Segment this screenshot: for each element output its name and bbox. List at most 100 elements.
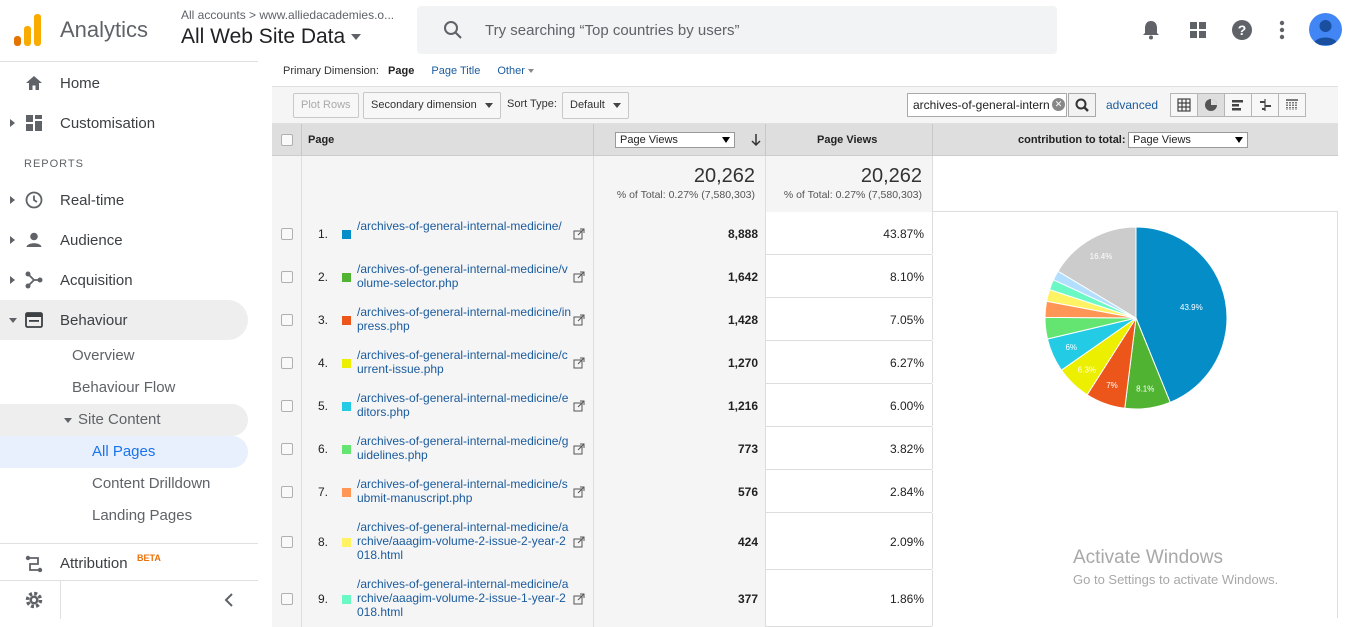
row-metric-cell <box>594 298 765 341</box>
metric-select[interactable]: Page Views <box>615 132 735 148</box>
filter-search-button[interactable] <box>1068 93 1096 117</box>
row-number: 9. <box>317 592 328 606</box>
contribution-label: contribution to total: <box>1018 134 1126 146</box>
sidebar-footer <box>0 580 258 619</box>
comparison-view-button[interactable] <box>1251 93 1279 117</box>
open-external-icon[interactable] <box>573 443 585 455</box>
more-vert-icon[interactable] <box>1268 16 1296 44</box>
bar-chart-icon <box>1232 100 1243 111</box>
column-separator <box>301 384 302 426</box>
row-checkbox[interactable] <box>281 314 293 326</box>
open-external-icon[interactable] <box>573 400 585 412</box>
chevron-right-icon <box>10 119 15 127</box>
term-cloud-view-button[interactable] <box>1278 93 1306 117</box>
chevron-down-icon <box>9 317 17 323</box>
pie-view-button[interactable] <box>1197 93 1225 117</box>
column-separator <box>593 298 594 340</box>
row-number: 3. <box>317 313 328 327</box>
sidebar-item-behaviour[interactable]: Behaviour <box>0 300 248 340</box>
table-view-button[interactable] <box>1170 93 1198 117</box>
sort-descending-icon[interactable] <box>750 133 762 147</box>
advanced-filter-link[interactable]: advanced <box>1106 98 1159 112</box>
column-separator <box>765 212 766 254</box>
column-separator <box>765 255 766 297</box>
primary-dimension-other[interactable]: Other <box>497 65 534 77</box>
primary-dimension-page-title[interactable]: Page Title <box>431 65 481 77</box>
page-link[interactable]: /archives-of-general-internal-medicine/s… <box>357 477 568 505</box>
sidebar-item-audience[interactable]: Audience <box>0 220 258 260</box>
collapse-sidebar-icon[interactable] <box>222 592 236 608</box>
totals-page-cell <box>302 156 593 212</box>
secondary-dimension-dropdown[interactable]: Secondary dimension <box>363 92 501 119</box>
search-icon <box>444 21 462 39</box>
row-number: 8. <box>317 535 328 549</box>
home-icon <box>26 76 42 90</box>
row-checkbox[interactable] <box>281 486 293 498</box>
search-bar[interactable]: Try searching “Top countries by users” <box>417 6 1057 54</box>
column-header-page-views[interactable]: Page Views <box>817 134 878 146</box>
open-external-icon[interactable] <box>573 357 585 369</box>
sidebar-item-attribution[interactable]: Attribution BETA <box>0 543 258 583</box>
notifications-bell-icon[interactable] <box>1137 16 1165 44</box>
primary-dimension-page[interactable]: Page <box>388 65 415 77</box>
account-avatar[interactable] <box>1309 13 1342 46</box>
row-number: 5. <box>317 399 328 413</box>
page-views-value: 377 <box>737 592 758 606</box>
pie-slice-other[interactable] <box>1057 226 1137 319</box>
contribution-metric-select[interactable]: Page Views <box>1128 132 1248 148</box>
gear-icon[interactable] <box>24 590 44 610</box>
column-separator <box>593 427 594 469</box>
sidebar-item-site-content[interactable]: Site Content <box>64 411 161 428</box>
total-page-views-value-2: 20,262 <box>860 165 922 187</box>
open-external-icon[interactable] <box>573 486 585 498</box>
row-checkbox[interactable] <box>281 443 293 455</box>
open-external-icon[interactable] <box>573 271 585 283</box>
performance-view-button[interactable] <box>1224 93 1252 117</box>
sidebar-item-all-pages[interactable]: All Pages <box>92 443 156 460</box>
total-page-views-percent: % of Total: 0.27% (7,580,303) <box>616 189 755 201</box>
page-link[interactable]: /archives-of-general-internal-medicine/a… <box>357 520 569 562</box>
sidebar-item-behaviour-flow[interactable]: Behaviour Flow <box>72 379 176 396</box>
sidebar-item-acquisition[interactable]: Acquisition <box>0 260 258 300</box>
open-external-icon[interactable] <box>573 593 585 605</box>
analytics-logo-icon[interactable] <box>14 14 42 46</box>
page-link[interactable]: /archives-of-general-internal-medicine/a… <box>357 577 569 619</box>
plot-rows-button[interactable]: Plot Rows <box>293 93 359 118</box>
row-checkbox[interactable] <box>281 228 293 240</box>
help-icon[interactable]: ? <box>1228 16 1256 44</box>
page-link[interactable]: /archives-of-general-internal-medicine/e… <box>357 391 569 419</box>
sort-type-dropdown[interactable]: Default <box>562 92 629 119</box>
clear-filter-icon[interactable]: ✕ <box>1052 98 1065 111</box>
apps-grid-icon[interactable] <box>1184 16 1212 44</box>
sidebar-item-realtime[interactable]: Real-time <box>0 180 258 220</box>
column-header-page[interactable]: Page <box>308 134 335 146</box>
open-external-icon[interactable] <box>573 314 585 326</box>
pie-slice-1[interactable] <box>1135 226 1228 403</box>
sidebar-item-label: Attribution <box>60 555 128 572</box>
row-color-swatch <box>342 316 351 325</box>
account-breadcrumb[interactable]: All accounts > www.alliedacademies.o... <box>181 8 395 22</box>
open-external-icon[interactable] <box>573 228 585 240</box>
row-checkbox[interactable] <box>281 400 293 412</box>
row-checkbox[interactable] <box>281 593 293 605</box>
sidebar-item-content-drilldown[interactable]: Content Drilldown <box>92 475 211 492</box>
page-link[interactable]: /archives-of-general-internal-medicine/ <box>357 219 562 233</box>
table-filter-input[interactable]: archives-of-general-intern <box>907 93 1067 117</box>
row-number: 6. <box>317 442 328 456</box>
table-row: 8. /archives-of-general-internal-medicine… <box>272 513 933 570</box>
row-checkbox[interactable] <box>281 271 293 283</box>
page-link[interactable]: /archives-of-general-internal-medicine/g… <box>357 434 569 462</box>
page-link[interactable]: /archives-of-general-internal-medicine/c… <box>357 348 568 376</box>
sidebar-item-overview[interactable]: Overview <box>72 347 135 364</box>
view-selector[interactable]: All Web Site Data <box>181 25 362 49</box>
sidebar-item-landing-pages[interactable]: Landing Pages <box>92 507 193 524</box>
page-link[interactable]: /archives-of-general-internal-medicine/i… <box>357 305 572 333</box>
row-checkbox[interactable] <box>281 357 293 369</box>
row-checkbox[interactable] <box>281 536 293 548</box>
page-link[interactable]: /archives-of-general-internal-medicine/v… <box>357 262 568 290</box>
pie-slice-label: 6% <box>1065 343 1077 352</box>
select-all-checkbox[interactable] <box>281 134 293 146</box>
sidebar-item-home[interactable]: Home <box>0 63 258 103</box>
sidebar-item-customisation[interactable]: Customisation <box>0 103 258 143</box>
open-external-icon[interactable] <box>573 536 585 548</box>
